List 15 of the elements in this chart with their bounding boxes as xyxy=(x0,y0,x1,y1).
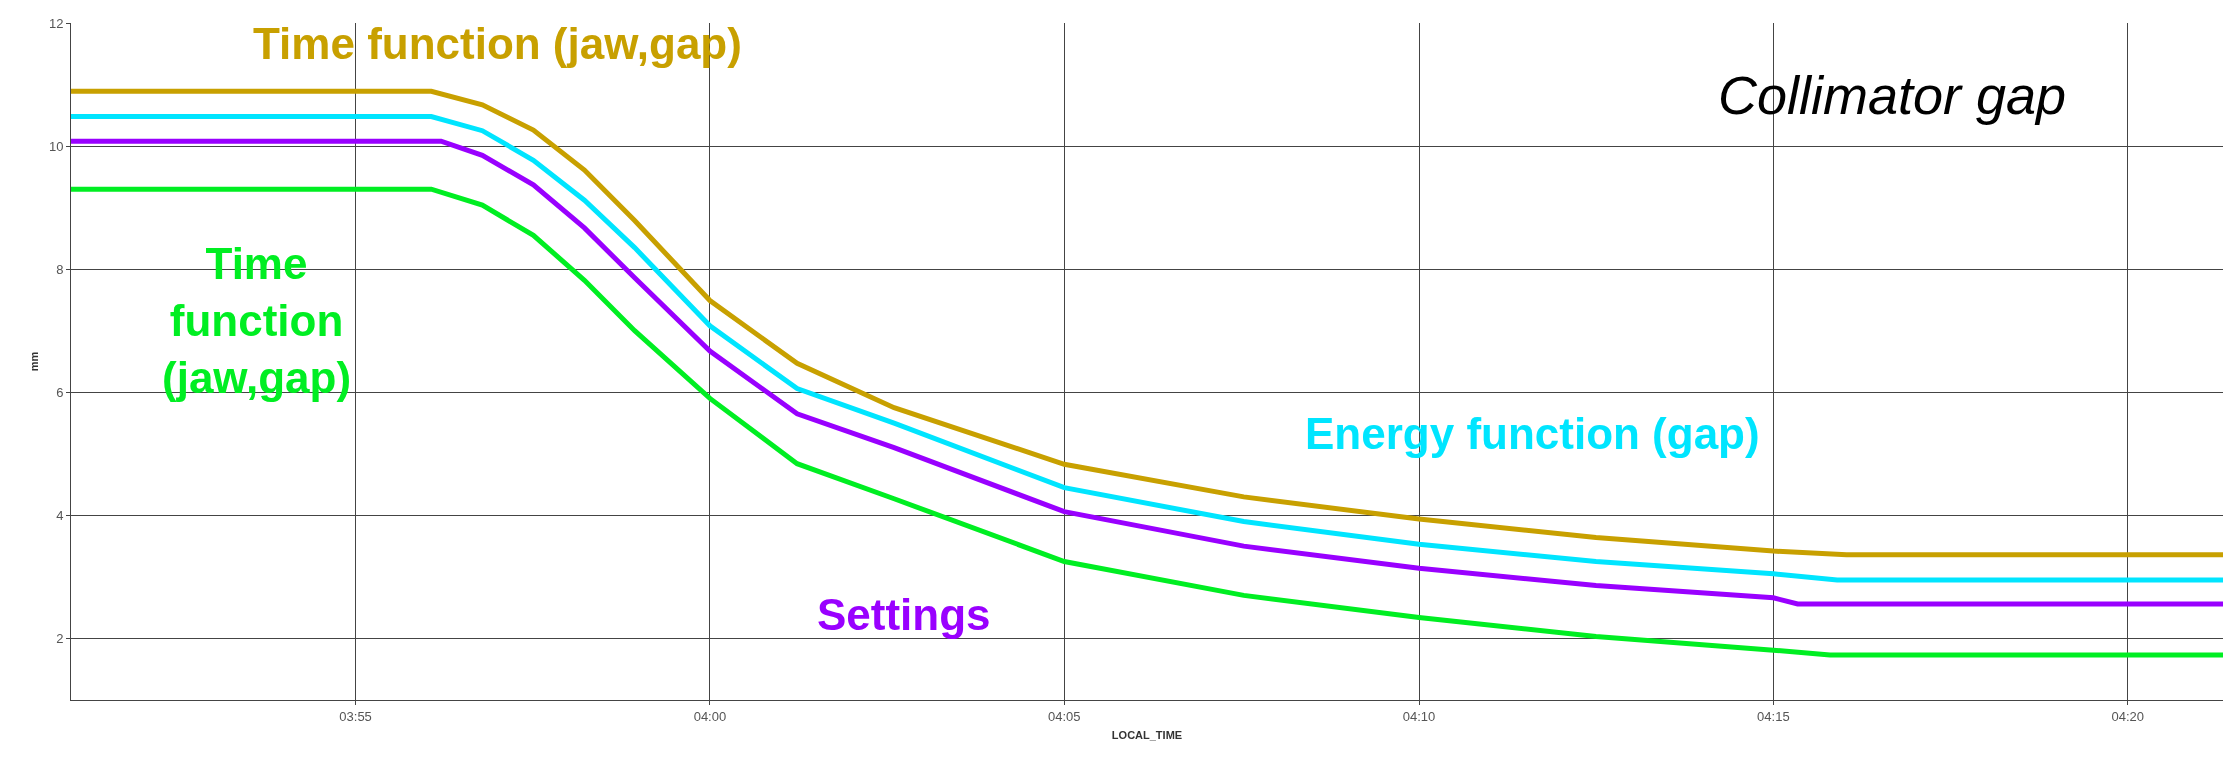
y-tick-label: 12 xyxy=(48,15,64,31)
x-tick-label: 04:00 xyxy=(693,708,727,724)
x-axis-title: LOCAL_TIME xyxy=(1111,728,1183,741)
x-tick-label: 03:55 xyxy=(339,708,372,724)
y-tick-label: 2 xyxy=(56,631,64,646)
y-tick-label: 8 xyxy=(56,261,64,277)
x-tick-label: 04:10 xyxy=(1402,708,1436,724)
text: Settings xyxy=(817,590,991,639)
x-tick-label: 04:20 xyxy=(2111,708,2144,724)
y-tick-label: 4 xyxy=(56,507,64,523)
y-axis-title: mm xyxy=(27,351,40,372)
x-tick-label: 04:05 xyxy=(1047,708,1081,724)
x-tick-label: 04:15 xyxy=(1757,708,1790,724)
y-tick-label: 10 xyxy=(48,138,64,154)
y-tick-label: 6 xyxy=(56,384,64,400)
